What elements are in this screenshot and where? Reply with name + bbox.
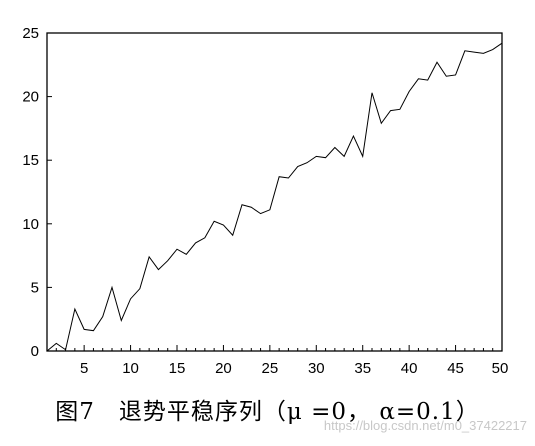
x-tick-label: 40 (401, 360, 418, 377)
figure-caption: 图7 退势平稳序列（μ =0， α=0.1） (55, 399, 480, 425)
y-tick-label: 20 (22, 89, 39, 106)
y-tick-label: 10 (22, 216, 39, 233)
x-tick-label: 25 (262, 360, 279, 377)
y-tick-label: 0 (31, 343, 39, 360)
series-line (46, 42, 503, 352)
y-tick-label: 25 (22, 25, 39, 42)
x-tick-label: 45 (447, 360, 464, 377)
plot-frame (46, 32, 503, 352)
x-tick-label: 20 (215, 360, 232, 377)
x-axis-tick-labels: 5 10 15 20 25 30 35 40 45 50 (80, 360, 508, 377)
x-tick-label: 15 (169, 360, 186, 377)
x-tick-label: 35 (354, 360, 371, 377)
x-tick-label: 10 (122, 360, 139, 377)
x-tick-label: 30 (308, 360, 325, 377)
y-tick-label: 5 (31, 279, 39, 296)
y-axis-tick-labels: 0 5 10 15 20 25 (22, 25, 39, 360)
y-axis-ticks (47, 32, 52, 352)
y-tick-label: 15 (22, 152, 39, 169)
x-axis-ticks (46, 345, 503, 351)
x-tick-label: 5 (80, 360, 88, 377)
x-tick-label: 50 (492, 360, 509, 377)
watermark-url: https://blog.csdn.net/m0_37422217 (323, 418, 527, 433)
